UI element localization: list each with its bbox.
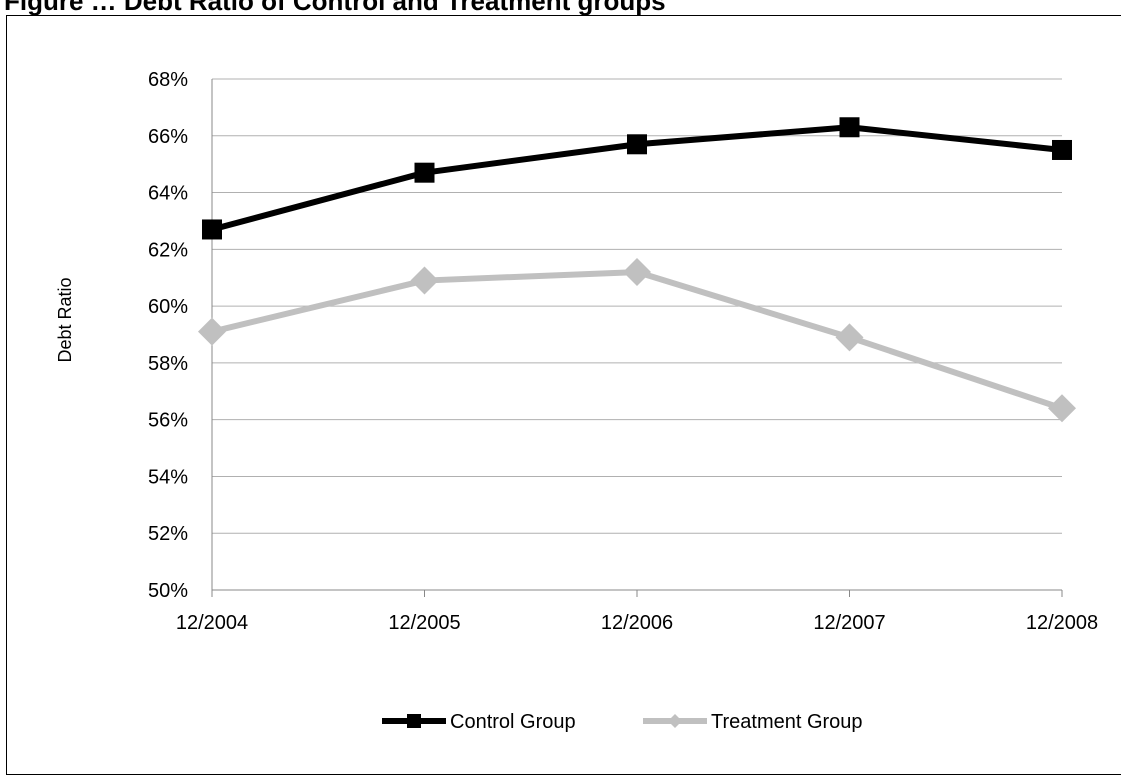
y-tick-label: 64% <box>148 183 188 205</box>
series-lines <box>198 117 1076 423</box>
y-tick-label: 54% <box>148 466 188 488</box>
figure-title: Figure … Debt Ratio of Control and Treat… <box>4 0 666 16</box>
title-strip: Figure … Debt Ratio of Control and Treat… <box>0 0 1121 16</box>
data-point-square <box>627 134 647 155</box>
legend-item: Control Group <box>382 711 576 733</box>
data-point-square <box>407 714 421 728</box>
series-treatment-group <box>198 258 1076 423</box>
y-tick-label: 62% <box>148 239 188 261</box>
data-point-diamond <box>198 317 226 346</box>
gridlines <box>211 78 1063 597</box>
x-tick-label: 12/2006 <box>601 612 673 634</box>
series-line <box>211 269 1063 412</box>
data-point-diamond <box>668 714 682 728</box>
y-tick-label: 68% <box>148 69 188 91</box>
line-chart: 50%52%54%56%58%60%62%64%66%68% 12/2004 12… <box>55 69 1098 733</box>
legend-item: Treatment Group <box>643 711 863 733</box>
y-tick-label: 50% <box>148 580 188 602</box>
y-tick-label: 52% <box>148 523 188 545</box>
y-tick-label: 60% <box>148 296 188 318</box>
x-tick-label: 12/2008 <box>1026 612 1098 634</box>
x-tick-labels: 12/2004 12/2005 12/2006 12/2007 12/2008 <box>176 612 1098 634</box>
x-tick-label: 12/2005 <box>388 612 460 634</box>
data-point-diamond <box>410 266 439 295</box>
y-tick-label: 58% <box>148 353 188 375</box>
y-tick-label: 66% <box>148 126 188 148</box>
data-point-diamond <box>1048 394 1076 423</box>
series-control-group <box>202 117 1072 240</box>
data-point-diamond <box>835 323 864 352</box>
data-point-square <box>1052 139 1072 160</box>
data-point-diamond <box>623 258 651 287</box>
legend: Control Group Treatment Group <box>382 711 863 733</box>
x-tick-label: 12/2004 <box>176 612 248 634</box>
data-point-square <box>414 162 435 183</box>
data-point-square <box>839 117 860 138</box>
y-tick-label: 56% <box>148 410 188 432</box>
legend-label: Treatment Group <box>711 711 863 733</box>
y-tick-labels: 50% 52% 54% 56% 58% 60% 62% 64% 66% 68% <box>148 69 188 602</box>
x-tick-label: 12/2007 <box>813 612 885 634</box>
legend-label: Control Group <box>450 711 576 733</box>
data-point-square <box>202 219 222 240</box>
y-axis-label: Debt Ratio <box>55 277 75 362</box>
